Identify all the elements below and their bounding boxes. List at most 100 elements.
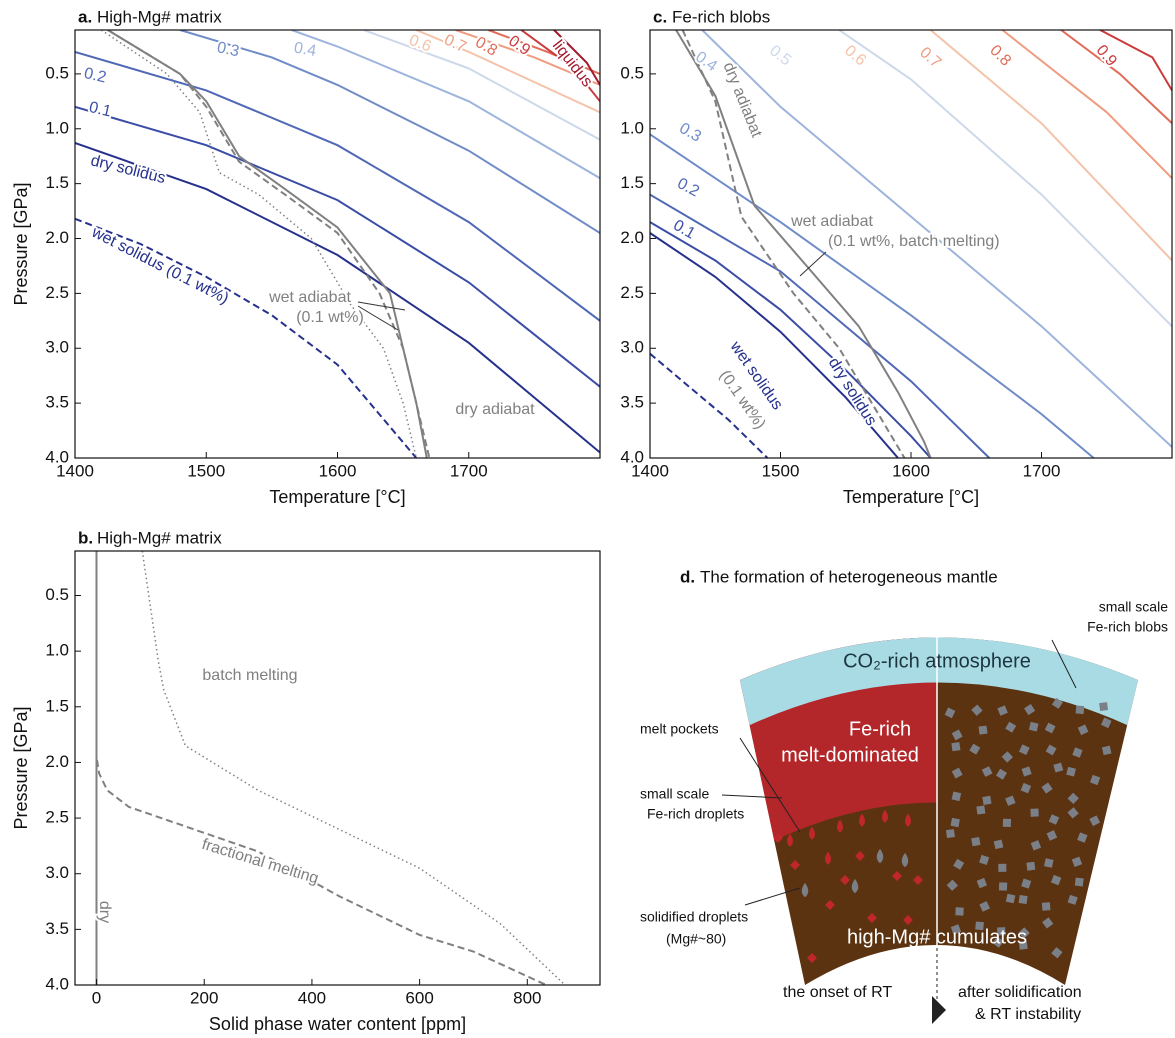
blob [903, 915, 913, 925]
pointer [932, 996, 946, 1024]
y-tick-label: 1.5 [45, 173, 69, 192]
blob [950, 924, 962, 935]
blob [997, 927, 1006, 936]
x-axis-label: Temperature [°C] [269, 487, 405, 507]
blob [1067, 894, 1078, 905]
series-line [75, 50, 600, 322]
blob [892, 871, 902, 881]
plot-frame [74, 29, 601, 459]
annotation: after solidification [958, 984, 1082, 1001]
blob [1074, 877, 1084, 887]
series-label: 0.6 [841, 42, 869, 69]
series-line [675, 30, 932, 458]
melt-label: Fe-rich [849, 718, 911, 740]
blob [1051, 947, 1063, 959]
droplet [825, 851, 831, 865]
annotation: (0.1 wt%, batch melting) [828, 233, 1000, 250]
series-line [107, 30, 428, 458]
series-line [701, 30, 1172, 448]
blob [976, 877, 988, 889]
chart-panel: dry batch melting fractional melting 0 200 40… [11, 528, 601, 1034]
series-line [291, 30, 600, 180]
blob [955, 907, 964, 916]
series-line [553, 30, 600, 86]
series-line [179, 30, 600, 234]
series-line [650, 352, 769, 458]
annotation: Fe-rich droplets [647, 806, 744, 822]
blob [1005, 795, 1016, 806]
blob [998, 863, 1007, 872]
blob [1042, 917, 1054, 929]
series-label: dry [96, 901, 113, 923]
y-tick-label: 3.0 [45, 338, 69, 357]
blob [1100, 717, 1112, 729]
blob [1018, 927, 1030, 939]
plot-area [650, 30, 1172, 458]
panel-title: The formation of heterogeneous mantle [700, 567, 998, 586]
blob [855, 851, 865, 861]
y-tick-label: 1.0 [45, 641, 69, 660]
panel-label: c. [653, 7, 667, 26]
series-line [75, 105, 600, 388]
blob [945, 829, 955, 839]
blob [790, 860, 800, 870]
atmosphere-label: CO₂-rich atmosphere [843, 650, 1031, 672]
blob [996, 768, 1008, 780]
y-tick-label: 3.0 [620, 338, 644, 357]
blob [1030, 840, 1042, 851]
droplet [882, 809, 888, 823]
blob [971, 837, 981, 847]
blob [971, 704, 983, 716]
blob [1066, 766, 1076, 777]
droplet [801, 882, 809, 898]
annotation: solidified droplets [640, 909, 748, 925]
blob [975, 921, 984, 931]
blob [976, 805, 986, 815]
y-tick-label: 2.5 [45, 283, 69, 302]
blob [1077, 832, 1088, 843]
blob [1026, 861, 1036, 871]
y-tick-label: 3.5 [620, 393, 644, 412]
series-line [100, 30, 418, 458]
droplet [851, 878, 859, 894]
blob [1041, 782, 1053, 794]
blob [950, 817, 960, 828]
blob [953, 858, 965, 870]
blob [1089, 815, 1101, 827]
y-axis-label: Pressure [GPa] [11, 182, 31, 305]
blob [1044, 858, 1054, 868]
series-label: fractional melting [200, 836, 321, 888]
panel-label: a. [78, 7, 92, 26]
blob [982, 795, 992, 806]
blob [1018, 895, 1028, 905]
blob [1002, 818, 1012, 828]
plot-area [95, 551, 566, 985]
diagram-panel: d. The formation of heterogeneous mantle… [640, 567, 1168, 1024]
blob [997, 705, 1008, 716]
series-label: batch melting [202, 667, 297, 684]
series-line [1060, 30, 1172, 125]
blob [867, 913, 877, 923]
leader [744, 887, 801, 906]
blob [1018, 744, 1030, 756]
y-tick-label: 1.5 [45, 696, 69, 715]
x-tick-label: 1700 [1023, 461, 1061, 480]
droplet [837, 819, 843, 833]
blob [1021, 878, 1032, 889]
blob [1030, 808, 1039, 817]
droplet [767, 871, 773, 885]
blob [992, 936, 1004, 948]
blob [913, 875, 923, 885]
blobs [754, 697, 1112, 963]
series-label: dry solidus [89, 152, 167, 187]
atmosphere-layer [740, 637, 1138, 745]
x-tick-label: 800 [513, 988, 541, 1007]
series-label: 0.4 [692, 48, 720, 75]
blob [1005, 893, 1016, 904]
blob [979, 854, 990, 865]
droplet [754, 848, 760, 862]
series-line [650, 133, 1095, 458]
y-tick-label: 2.0 [45, 228, 69, 247]
